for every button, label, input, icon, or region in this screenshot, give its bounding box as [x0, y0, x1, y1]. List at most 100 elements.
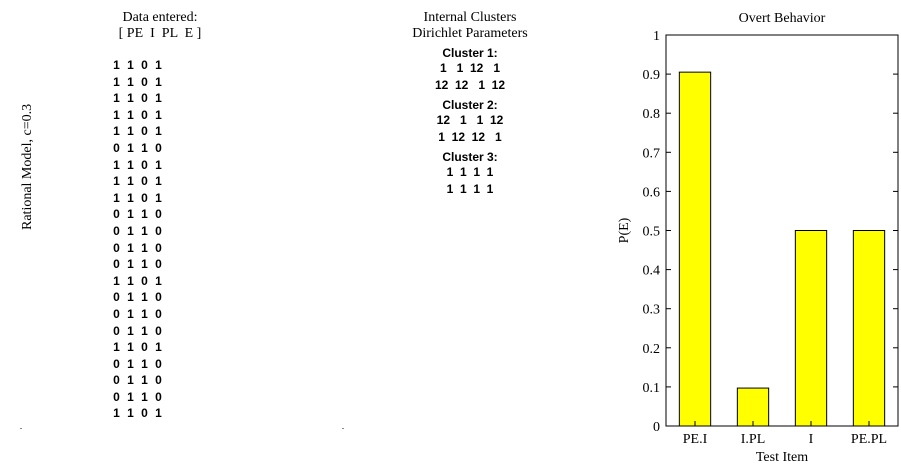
data-cell: 0	[155, 223, 162, 238]
data-cell: 1	[113, 406, 120, 421]
data-cell: 0	[155, 240, 162, 255]
data-cell: 0	[155, 257, 162, 272]
data-cell: 1	[127, 406, 134, 421]
data-cell: 1	[155, 157, 162, 172]
data-cell: 1	[113, 190, 120, 205]
data-cell: 0	[113, 257, 120, 272]
data-cell: 0	[155, 207, 162, 222]
y-tick-label: 0.2	[643, 342, 661, 357]
y-axis-label: P(E)	[617, 217, 632, 243]
data-cell: 0	[113, 323, 120, 338]
cluster-param-row: 1 1 1 1	[446, 165, 494, 179]
data-cell: 1	[127, 207, 134, 222]
data-cell: 1	[113, 340, 120, 355]
data-cell: 0	[141, 157, 148, 172]
data-cell: 1	[127, 290, 134, 305]
data-cell: 1	[141, 140, 148, 155]
bar	[794, 230, 828, 427]
data-cell: 0	[113, 389, 120, 404]
data-cell: 1	[113, 273, 120, 288]
data-cell: 1	[127, 174, 134, 189]
y-tick-label: 0.3	[643, 303, 661, 318]
data-cell: 1	[127, 223, 134, 238]
data-cell: 1	[127, 389, 134, 404]
data-cell: 1	[141, 257, 148, 272]
y-tick-label: 0.6	[643, 185, 661, 200]
data-cell: 0	[141, 58, 148, 72]
data-cell: 1	[113, 74, 120, 89]
data-cell: 0	[155, 140, 162, 155]
data-panel-title: Data entered:	[122, 10, 198, 25]
data-cell: 0	[141, 124, 148, 139]
data-cell: 0	[113, 290, 120, 305]
data-cell: 1	[155, 107, 162, 122]
data-cell: 0	[113, 373, 120, 388]
data-cell: 1	[113, 58, 120, 72]
data-cell: 1	[141, 306, 148, 321]
cluster-label: Cluster 2:	[442, 98, 498, 112]
y-tick-label: 0.5	[643, 225, 661, 240]
data-cell: 0	[155, 323, 162, 338]
cluster-label: Cluster 1:	[442, 46, 498, 60]
data-cell: 1	[155, 273, 162, 288]
clusters-panel: Internal Clusters Dirichlet Parameters C…	[390, 10, 550, 198]
data-cell: 1	[127, 91, 134, 106]
data-cell: 1	[127, 306, 134, 321]
data-cell: 1	[141, 207, 148, 222]
y-tick-label: 0.7	[643, 146, 661, 161]
cluster-list: Cluster 1: 1 1 12 1 12 12 1 12 Cluster 2: 12…	[390, 46, 550, 198]
data-cell: 1	[155, 190, 162, 205]
data-cell: 1	[155, 124, 162, 139]
data-cell: 1	[141, 223, 148, 238]
data-cell: 1	[127, 58, 134, 72]
data-cell: 1	[113, 157, 120, 172]
clusters-subtitle: Dirichlet Parameters	[412, 26, 528, 41]
data-cell: 1	[155, 91, 162, 106]
data-cell: 0	[113, 356, 120, 371]
data-cell: 1	[127, 124, 134, 139]
cluster-param-row: 1 12 12 1	[438, 130, 502, 144]
data-cell: 0	[113, 223, 120, 238]
x-axis-label: Test Item	[756, 450, 808, 465]
cluster-label: Cluster 3:	[442, 150, 498, 164]
data-cell: 0	[113, 140, 120, 155]
data-cell: 1	[141, 240, 148, 255]
cluster-param-row: 12 1 1 12	[436, 113, 504, 127]
data-panel-header: [ PE I PL E ]	[118, 26, 202, 41]
data-cell: 1	[127, 340, 134, 355]
data-cell: 1	[127, 157, 134, 172]
data-cell: 0	[141, 91, 148, 106]
data-cell: 0	[141, 74, 148, 89]
data-cell: 1	[141, 373, 148, 388]
x-tick-label: I	[809, 432, 814, 447]
bar	[852, 230, 886, 427]
data-cell: 1	[127, 240, 134, 255]
cluster-param-row: 12 12 1 12	[434, 78, 506, 92]
x-tick-label: PE.I	[683, 432, 708, 447]
data-cell: 0	[141, 406, 148, 421]
data-cell: 1	[113, 107, 120, 122]
data-cell: 0	[141, 107, 148, 122]
data-cell: 0	[155, 290, 162, 305]
data-cell: 1	[127, 140, 134, 155]
data-cell: 1	[141, 323, 148, 338]
data-cell: 1	[113, 124, 120, 139]
data-cell: 0	[141, 174, 148, 189]
data-cell: 1	[127, 356, 134, 371]
y-tick-label: 0.8	[643, 107, 661, 122]
